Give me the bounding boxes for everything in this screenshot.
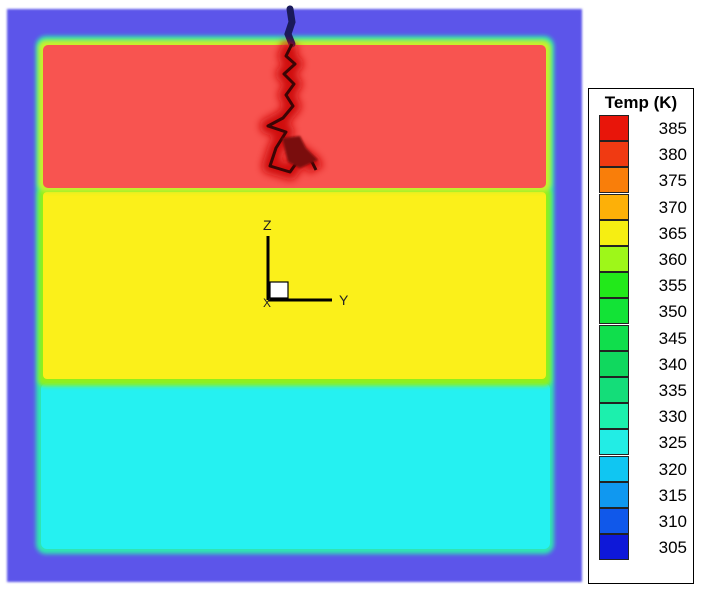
legend-tick-label: 375 [658,171,687,191]
legend-swatch-315 [599,481,629,508]
legend-tick-label: 365 [658,223,687,243]
legend-swatch-365 [599,219,629,246]
legend-tick-label: 305 [658,538,687,558]
legend-tick-label: 330 [658,407,687,427]
legend-tick-label: 380 [658,145,687,165]
hot-crack-pocket [282,136,318,168]
legend-tick-label: 325 [658,433,687,453]
legend-swatch-320 [599,455,629,482]
legend-tick-label: 355 [658,276,687,296]
legend-swatch-380 [599,141,629,168]
legend-tick-label: 360 [658,250,687,269]
legend-tick-label: 310 [658,512,687,531]
legend-tick-label: 315 [658,485,687,505]
legend-swatch-330 [599,403,629,430]
temperature-contour-plot: Z Y X [7,5,582,582]
color-legend: Temp (K) 385 380 375 370 365 360 355 350 345 340 3… [588,88,694,584]
legend-tick-label: 350 [658,302,687,322]
bottom-layer [41,383,550,549]
z-axis-label: Z [263,217,272,233]
legend-swatch-305 [599,534,629,561]
legend-swatch-350 [599,298,629,325]
legend-swatch-335 [599,377,629,403]
legend-swatch-385 [599,115,629,141]
legend-tick-label: 345 [658,328,687,348]
legend-tick-label: 320 [658,459,687,479]
legend-tick-label: 370 [658,197,687,217]
x-axis-box [269,281,289,299]
legend-tick-label: 385 [658,119,687,138]
legend-swatch-370 [599,193,629,220]
legend-title: Temp (K) [604,93,678,112]
legend-swatch-355 [599,272,629,299]
y-axis-label: Y [339,292,349,308]
legend-swatch-360 [599,246,629,272]
legend-tick-label: 335 [658,381,687,400]
middle-layer [43,192,546,379]
cold-channel [284,5,296,48]
legend-tick-label: 340 [658,354,687,374]
legend-swatch-345 [599,324,629,351]
legend-swatch-375 [599,167,629,194]
x-axis-label: X [263,296,271,310]
legend-swatch-310 [599,508,629,534]
axes-triad: Z Y X [263,217,349,310]
legend-swatch-325 [599,429,629,456]
legend-swatch-340 [599,350,629,377]
